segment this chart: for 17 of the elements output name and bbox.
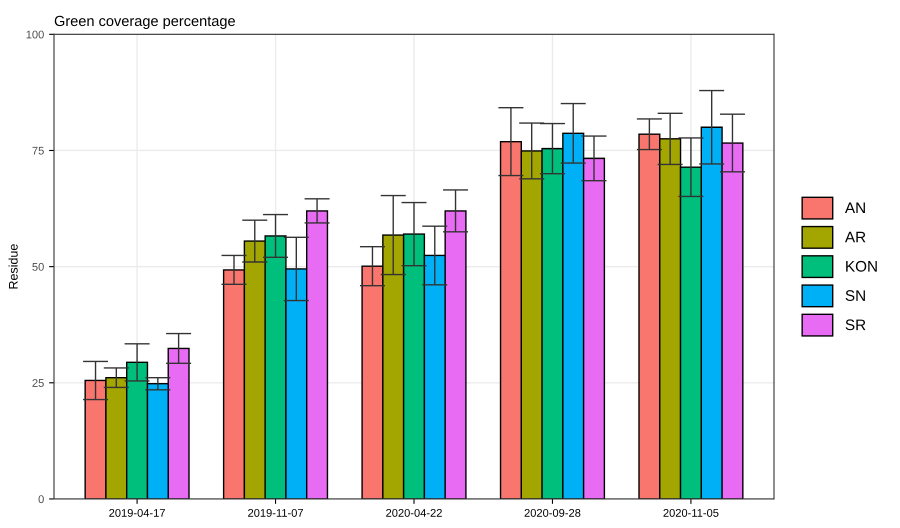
y-tick-label: 100 (26, 30, 44, 38)
legend-label: AR (844, 232, 866, 242)
y-tick-label: 75 (32, 146, 44, 155)
y-axis-title: Residue (8, 244, 18, 289)
y-tick-label: 25 (32, 379, 44, 387)
x-tick-label: 2019-11-07 (248, 508, 303, 517)
y-tick-label: 50 (32, 262, 44, 271)
legend-label: AN (844, 202, 865, 214)
chart-title: Green coverage percentage (54, 16, 235, 30)
legend-label: SN (846, 290, 865, 301)
x-tick-label: 2020-04-22 (386, 508, 442, 517)
x-tick-label: 2019-04-17 (109, 508, 165, 517)
x-tick-label: 2020-11-05 (663, 508, 718, 517)
y-tick-label: 0 (38, 495, 44, 504)
legend-label: KON (846, 260, 877, 272)
x-tick-label: 2020-09-28 (524, 508, 580, 517)
legend-label: SR (846, 319, 866, 330)
